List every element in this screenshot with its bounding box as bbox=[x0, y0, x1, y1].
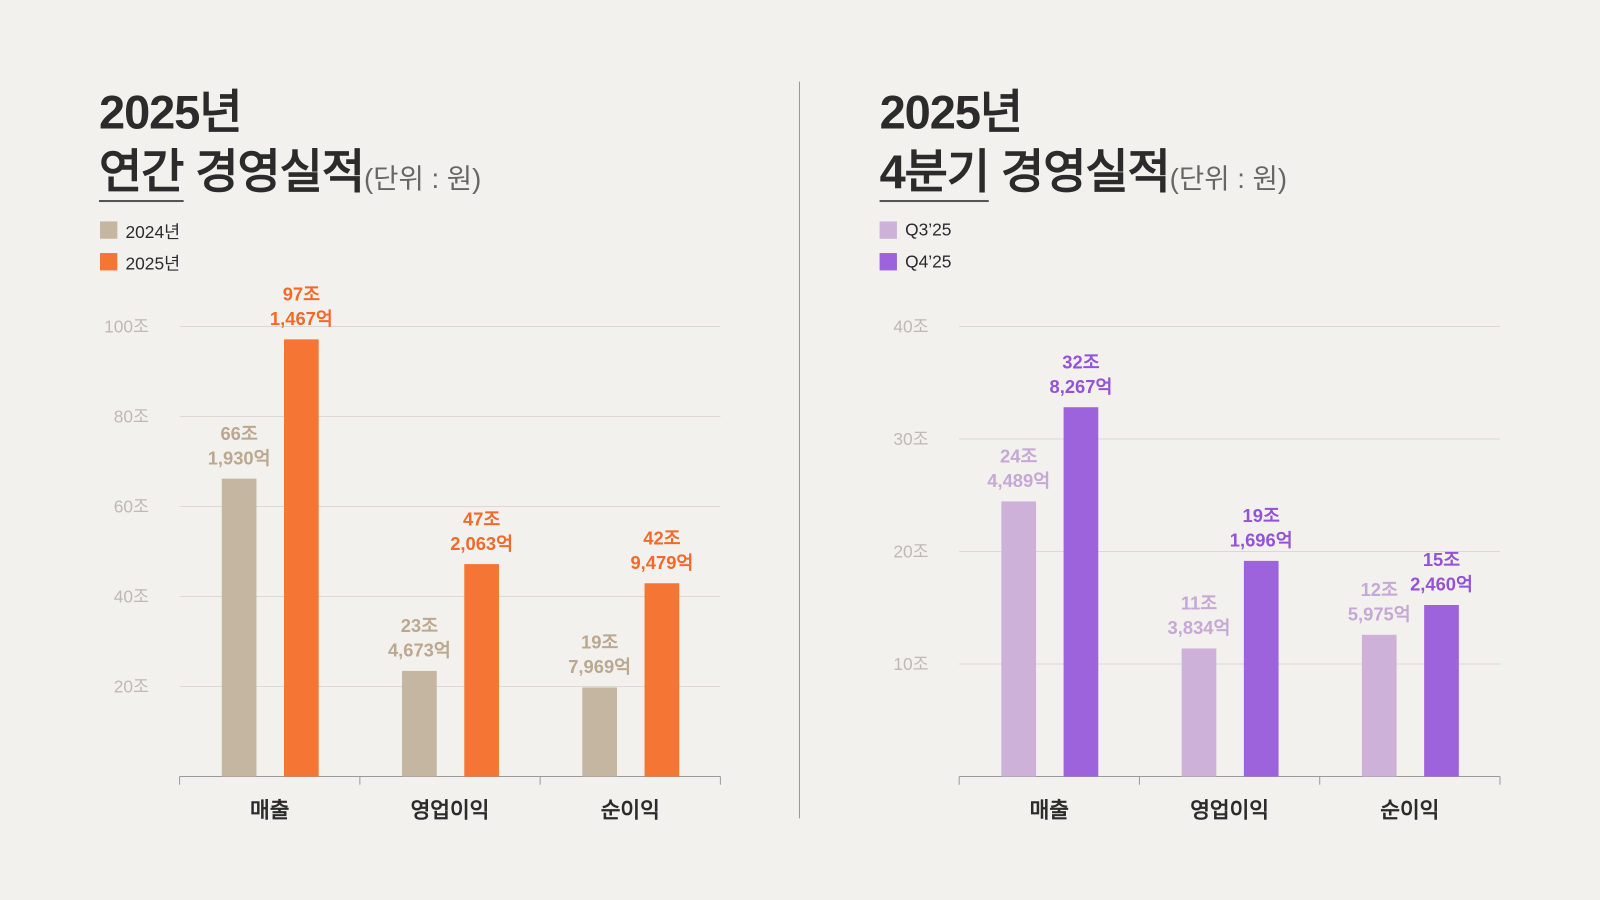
data-label: 5,975억 bbox=[1348, 604, 1411, 625]
legend-label: Q3’25 bbox=[905, 219, 952, 240]
annual-panel: 2025년 연간 경영실적(단위 : 원) 2024년 2025년 bbox=[98, 85, 482, 278]
legend-swatch bbox=[99, 253, 118, 271]
data-label: 42조 bbox=[643, 527, 680, 548]
annual-unit: (단위 : 원) bbox=[363, 163, 482, 194]
data-label: 2,063억 bbox=[450, 533, 513, 554]
data-label: 8,267억 bbox=[1050, 376, 1113, 397]
data-label: 23조 bbox=[401, 615, 438, 636]
category-label: 영업이익 bbox=[1190, 798, 1269, 822]
y-tick-label: 100조 bbox=[104, 317, 149, 337]
bar bbox=[582, 687, 618, 777]
data-label: 9,479억 bbox=[630, 552, 693, 573]
quarterly-panel: 2025년 4분기 경영실적(단위 : 원) Q3’25 Q4’25 bbox=[800, 0, 1600, 900]
y-tick-label: 20조 bbox=[893, 542, 928, 562]
data-label: 7,969억 bbox=[568, 656, 631, 677]
bar bbox=[221, 478, 257, 777]
y-tick-label: 60조 bbox=[114, 497, 149, 517]
y-tick-label: 10조 bbox=[893, 654, 928, 674]
annual-title: 연간 경영실적(단위 : 원) bbox=[98, 135, 482, 203]
bar bbox=[1063, 407, 1099, 777]
quarterly-title-highlight: 4분기 bbox=[879, 144, 990, 203]
panel-divider bbox=[798, 81, 800, 819]
bar bbox=[1361, 634, 1397, 777]
legend-swatch bbox=[879, 253, 897, 271]
category-label: 순이익 bbox=[1380, 798, 1439, 822]
y-tick-label: 80조 bbox=[114, 407, 149, 427]
legend-item-q3: Q3’25 bbox=[879, 214, 952, 246]
annual-legend: 2024년 2025년 bbox=[99, 214, 181, 278]
data-label: 19조 bbox=[581, 632, 618, 653]
annual-title-year: 2025년 bbox=[98, 85, 243, 139]
data-label: 12조 bbox=[1361, 579, 1398, 600]
data-label: 1,467억 bbox=[270, 308, 333, 329]
quarterly-title-year: 2025년 bbox=[879, 85, 1024, 139]
quarterly-title-rest: 경영실적 bbox=[1001, 144, 1171, 198]
legend-swatch bbox=[879, 221, 897, 239]
category-label: 매출 bbox=[250, 798, 289, 822]
bar bbox=[1424, 605, 1459, 777]
legend-label: Q4’25 bbox=[905, 251, 952, 271]
data-label: 4,489억 bbox=[987, 470, 1050, 491]
annual-title-highlight: 연간 bbox=[98, 144, 184, 203]
data-label: 24조 bbox=[1000, 446, 1037, 467]
data-label: 19조 bbox=[1243, 505, 1280, 526]
data-label: 1,930억 bbox=[208, 447, 271, 468]
bar bbox=[284, 339, 319, 777]
legend-item-q4: Q4’25 bbox=[879, 246, 952, 278]
annual-title-rest: 경영실적 bbox=[195, 144, 365, 198]
data-label: 15조 bbox=[1423, 549, 1460, 570]
y-tick-label: 40조 bbox=[893, 317, 928, 337]
legend-label: 2024년 bbox=[125, 222, 181, 242]
data-label: 32조 bbox=[1062, 351, 1099, 372]
bar bbox=[644, 583, 680, 777]
bar bbox=[1243, 560, 1279, 777]
y-tick-label: 20조 bbox=[114, 677, 149, 697]
legend-label: 2025년 bbox=[125, 254, 181, 274]
data-label: 11조 bbox=[1181, 593, 1217, 614]
category-label: 매출 bbox=[1030, 798, 1069, 822]
data-label: 1,696억 bbox=[1230, 530, 1293, 551]
category-label: 순이익 bbox=[601, 798, 660, 822]
bar bbox=[1181, 648, 1217, 777]
bar bbox=[1001, 501, 1037, 777]
category-label: 영업이익 bbox=[411, 798, 490, 822]
data-label: 3,834억 bbox=[1168, 617, 1231, 638]
legend-item-2024: 2024년 bbox=[99, 214, 181, 246]
bar bbox=[402, 670, 437, 777]
quarterly-title: 4분기 경영실적(단위 : 원) bbox=[879, 135, 1288, 203]
data-label: 97조 bbox=[283, 284, 320, 305]
legend-swatch bbox=[99, 221, 118, 239]
data-label: 47조 bbox=[463, 508, 500, 529]
y-tick-label: 30조 bbox=[893, 429, 928, 449]
y-tick-label: 40조 bbox=[114, 587, 149, 607]
bar bbox=[464, 564, 499, 777]
data-label: 4,673억 bbox=[388, 640, 451, 661]
quarterly-unit: (단위 : 원) bbox=[1169, 163, 1288, 194]
quarterly-legend: Q3’25 Q4’25 bbox=[879, 214, 952, 278]
legend-item-2025: 2025년 bbox=[99, 246, 181, 278]
data-label: 66조 bbox=[220, 423, 257, 444]
data-label: 2,460억 bbox=[1410, 574, 1473, 595]
